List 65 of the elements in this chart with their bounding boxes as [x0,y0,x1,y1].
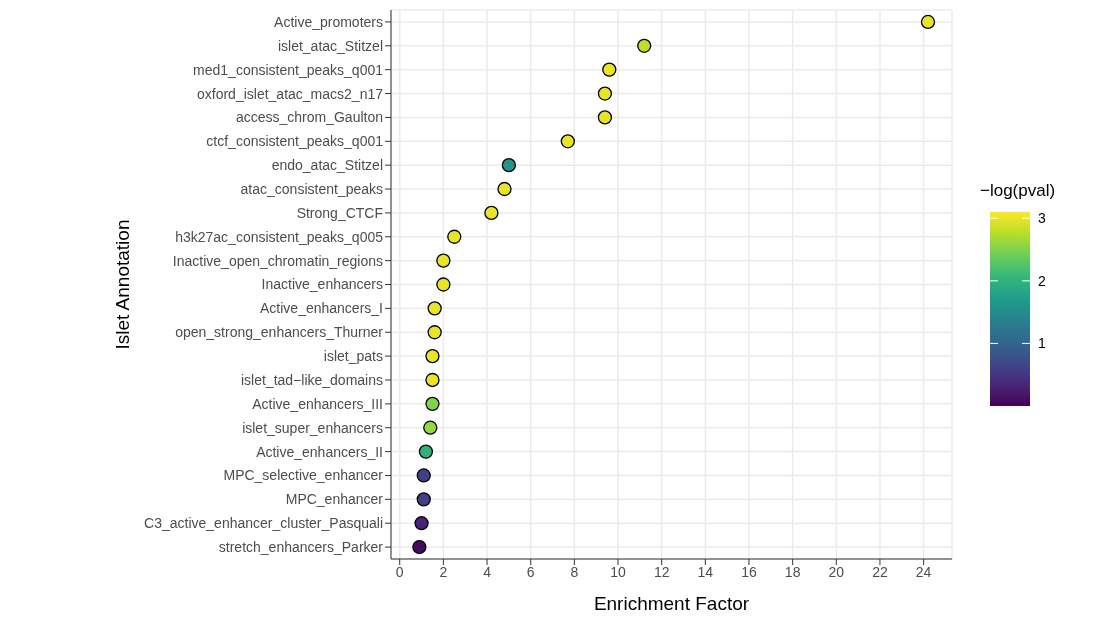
y-tick-label: islet_super_enhancers [242,419,383,436]
color-bar-label: 2 [1038,272,1046,289]
x-tick-label: 2 [439,563,448,580]
x-tick-label: 4 [483,563,492,580]
x-axis-title: Enrichment Factor [593,593,750,614]
color-bar-label: 1 [1038,335,1046,352]
point [427,301,442,316]
x-tick-label: 14 [697,563,714,580]
point [412,539,427,555]
point [597,86,613,101]
x-tick-label: 22 [872,563,888,580]
y-tick-label: access_chrom_Gaulton [235,109,383,126]
point [436,277,451,292]
point [425,396,440,411]
x-tick-label: 10 [610,563,627,580]
point [597,110,613,125]
point [418,444,434,459]
y-tick-label: MPC_selective_enhancer [223,467,384,484]
y-tick-label: Active_enhancers_III [252,395,383,412]
point [497,181,512,197]
y-tick-label: med1_consistent_peaks_q001 [193,61,384,78]
point [602,62,617,77]
point [427,325,442,340]
y-tick-label: islet_tad−like_domains [240,371,383,388]
y-tick-label: Inactive_enhancers [261,276,383,293]
point [560,134,575,149]
point [447,229,462,244]
y-tick-label: islet_pats [323,348,383,365]
x-tick-label: 0 [395,563,404,580]
y-tick-label: islet_atac_Stitzel [277,37,383,54]
y-tick-label: h3k27ac_consistent_peaks_q005 [175,228,384,245]
y-tick-label: MPC_enhancer [285,491,384,508]
point [425,348,440,364]
point [423,420,438,435]
color-bar-label: 3 [1038,210,1046,227]
x-tick-label: 16 [741,563,757,580]
y-tick-label: endo_atac_Stitzel [271,157,383,174]
y-tick-label: Strong_CTCF [296,204,383,221]
x-tick-label: 20 [828,563,845,580]
y-tick-label: C3_active_enhancer_cluster_Pasquali [144,515,383,532]
point [425,372,440,388]
y-axis-title: Islet Annotation [111,219,133,350]
y-tick-label: Active_enhancers_I [260,300,383,317]
y-tick-label: ctcf_consistent_peaks_q001 [206,133,384,150]
x-tick-label: 24 [915,563,932,580]
y-tick-label: atac_consistent_peaks [240,180,383,197]
x-tick-label: 18 [784,563,801,580]
point [436,253,451,268]
y-tick-label: Inactive_open_chromatin_regions [172,252,383,269]
point [416,492,431,507]
x-tick-label: 8 [570,563,579,580]
point [484,205,499,221]
y-tick-label: oxford_islet_atac_macs2_n17 [196,85,384,102]
y-tick-label: open_strong_enhancers_Thurner [175,324,384,341]
point [637,38,652,53]
y-tick-label: Active_enhancers_II [256,443,383,460]
point [414,516,429,531]
point [501,158,517,173]
point [416,468,431,483]
color-bar-title: −log(pval) [980,181,1056,200]
x-tick-label: 12 [653,563,670,580]
y-tick-label: stretch_enhancers_Parker [218,539,384,556]
point [920,14,936,30]
y-tick-label: Active_promoters [274,13,383,30]
x-tick-label: 6 [526,563,535,580]
